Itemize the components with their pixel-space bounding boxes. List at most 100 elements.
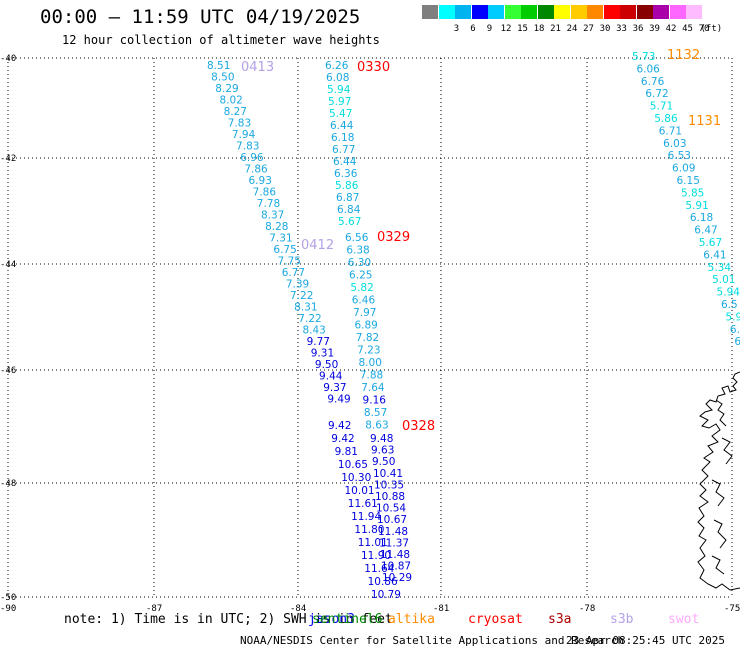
lon-label: -81 bbox=[433, 604, 449, 614]
pass-time-label: 0412 bbox=[301, 238, 334, 253]
coastline bbox=[711, 555, 725, 575]
wave-height-value: 7.64 bbox=[361, 382, 385, 394]
legend-label: 15 bbox=[517, 24, 528, 34]
wave-height-value: 5.67 bbox=[338, 216, 361, 228]
wave-height-value: 6.06 bbox=[636, 63, 660, 75]
wave-height-value: 6.44 bbox=[333, 156, 357, 168]
wave-height-value: 6.18 bbox=[690, 212, 713, 224]
wave-height-value: 7.94 bbox=[232, 129, 256, 141]
wave-height-value: 9.49 bbox=[327, 394, 350, 406]
wave-height-value: 10.87 bbox=[381, 561, 411, 573]
wave-height-value: 8.28 bbox=[265, 221, 288, 233]
wave-height-value: 7.22 bbox=[290, 290, 313, 302]
wave-height-value: 8.51 bbox=[207, 60, 230, 72]
wave-height-value: 7.22 bbox=[298, 313, 321, 325]
wave-height-value: 8.31 bbox=[294, 302, 317, 314]
wave-height-value: 11.90 bbox=[361, 550, 391, 562]
coastline bbox=[715, 399, 727, 427]
wave-height-value: 10.29 bbox=[382, 572, 412, 584]
legend-swatch bbox=[521, 5, 537, 19]
wave-height-value: 8.50 bbox=[211, 72, 234, 84]
wave-height-value: 7.97 bbox=[353, 307, 376, 319]
legend-label: 12 bbox=[500, 24, 512, 34]
wave-height-value: 6.53 bbox=[668, 150, 691, 162]
wave-height-value: 9.16 bbox=[363, 395, 387, 407]
wave-height-value: 7.31 bbox=[269, 233, 292, 245]
wave-height-value: 6.1 bbox=[730, 324, 740, 336]
wave-height-value: 6.76 bbox=[641, 76, 665, 88]
legend-swatch bbox=[587, 5, 603, 19]
wave-height-value: 6.41 bbox=[703, 249, 726, 261]
legend-swatch bbox=[686, 5, 702, 19]
pass-time-label: 0328 bbox=[402, 419, 435, 434]
wave-height-value: 8.63 bbox=[365, 420, 388, 432]
satellite-label-sentinel6: sentinel6 bbox=[312, 612, 383, 627]
legend-label: 27 bbox=[583, 24, 594, 34]
wave-height-value: 10.30 bbox=[341, 472, 371, 484]
pass-time-label: 0413 bbox=[241, 60, 274, 75]
wave-height-value: 5.34 bbox=[708, 262, 732, 274]
wave-height-value: 6.15 bbox=[677, 175, 700, 187]
legend-label: 39 bbox=[649, 24, 660, 34]
wave-height-value: 5.85 bbox=[681, 187, 704, 199]
map-title: 00:00 – 11:59 UTC 04/19/2025 bbox=[40, 6, 361, 28]
wave-height-value: 10.65 bbox=[338, 459, 368, 471]
legend-label: 24 bbox=[566, 24, 578, 34]
wave-height-value: 9.50 bbox=[315, 359, 338, 371]
wave-height-value: 6.96 bbox=[240, 152, 264, 164]
wave-height-value: 5.94 bbox=[717, 287, 740, 299]
wave-height-value: 6.84 bbox=[337, 204, 361, 216]
wave-height-value: 6.46 bbox=[352, 295, 376, 307]
wave-height-value: 9.48 bbox=[370, 433, 393, 445]
legend-label: 21 bbox=[550, 24, 561, 34]
wave-height-value: 11.37 bbox=[379, 537, 409, 549]
legend-label: 18 bbox=[533, 24, 545, 34]
wave-height-value: 5.73 bbox=[632, 51, 655, 63]
satellite-label-s3a: s3a bbox=[548, 612, 572, 627]
wave-height-value: 6.87 bbox=[336, 192, 359, 204]
legend-swatch bbox=[504, 5, 521, 19]
coastline bbox=[713, 519, 727, 549]
footer-timestamp: 23 Apr 08:25:45 UTC 2025 bbox=[566, 634, 725, 647]
wave-height-value: 5.9 bbox=[725, 311, 740, 323]
wave-height-value: 10.41 bbox=[373, 468, 403, 480]
wave-height-value: 5.71 bbox=[650, 101, 673, 113]
wave-height-value: 11.01 bbox=[358, 537, 388, 549]
wave-height-value: 6.75 bbox=[273, 244, 296, 256]
pass-time-label: 1132 bbox=[667, 48, 700, 63]
legend-swatch bbox=[438, 5, 455, 19]
legend-label: 3 bbox=[453, 24, 460, 34]
legend-swatch bbox=[636, 5, 653, 19]
wave-height-value: 5.86 bbox=[654, 113, 678, 125]
wave-height-value: 9.81 bbox=[335, 446, 358, 458]
wave-height-value: 10.67 bbox=[377, 514, 407, 526]
legend-swatch bbox=[471, 5, 488, 19]
legend-swatch bbox=[554, 5, 570, 19]
satellite-label-swot: swot bbox=[668, 612, 700, 627]
wave-height-value: 6.56 bbox=[345, 232, 369, 244]
lon-label: -75 bbox=[724, 604, 740, 614]
wave-height-value: 6.5 bbox=[721, 299, 738, 311]
lon-label: -84 bbox=[290, 604, 306, 614]
wave-height-value: 8.43 bbox=[302, 325, 325, 337]
lon-label: -78 bbox=[579, 604, 595, 614]
lon-label: -90 bbox=[0, 604, 16, 614]
legend-label: 36 bbox=[632, 24, 644, 34]
wave-height-value: 6.36 bbox=[334, 168, 358, 180]
wave-height-value: 7.78 bbox=[257, 198, 280, 210]
wave-height-value: 8.02 bbox=[219, 95, 242, 107]
wave-height-value: 5.86 bbox=[335, 180, 359, 192]
wave-height-value: 6.38 bbox=[346, 245, 369, 257]
wave-height-value: 6.89 bbox=[354, 320, 377, 332]
coastline bbox=[721, 437, 733, 465]
lat-label: -46 bbox=[0, 366, 16, 376]
wave-height-value: 7.88 bbox=[360, 370, 383, 382]
wave-height-value: 6.77 bbox=[332, 144, 355, 156]
legend-swatch bbox=[537, 5, 554, 19]
wave-height-value: 9.50 bbox=[372, 456, 395, 468]
wave-height-value: 8.00 bbox=[359, 357, 382, 369]
wave-height-value: 8.29 bbox=[215, 83, 238, 95]
wave-height-value: 6.18 bbox=[331, 132, 354, 144]
legend-swatch bbox=[669, 5, 686, 19]
